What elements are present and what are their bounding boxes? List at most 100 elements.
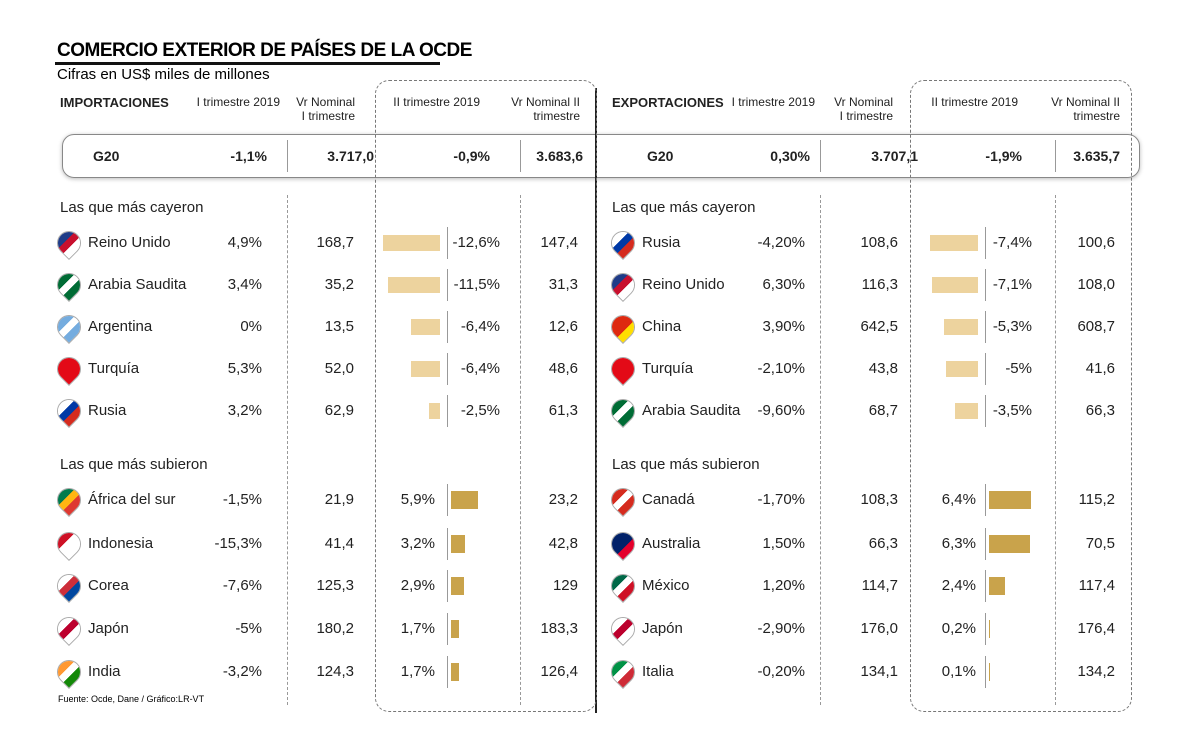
column-header: Vr Nominal II trimestre [511,95,580,123]
bar-axis [985,656,986,688]
q2-value: 100,6 [1077,234,1115,251]
q1-change: 3,4% [227,276,262,293]
q2-value: 147,4 [540,234,578,251]
column-divider [1055,140,1056,172]
q1-value: 125,3 [316,577,354,594]
q2-value: 126,4 [540,663,578,680]
q2-value: 41,6 [1085,360,1115,377]
q1-value: 134,1 [860,663,898,680]
country-name: Japón [642,620,683,637]
flag-icon [607,656,639,688]
q2-change: -2,5% [460,402,500,419]
q2-change: 6,4% [941,491,976,508]
country-name: Arabia Saudita [642,402,741,419]
q2-value: 61,3 [548,402,578,419]
q1-change: 3,90% [762,318,805,335]
bar [929,235,978,251]
q2-change: 6,3% [941,535,976,552]
bar [989,663,990,681]
bar-axis [447,227,448,259]
column-divider [520,140,521,172]
bar-axis [447,311,448,343]
q1-change: -4,20% [757,234,805,251]
q2-value: 66,3 [1085,402,1115,419]
source: Fuente: Ocde, Dane / Gráfico:LR-VT [58,694,205,704]
q1-value: 108,6 [860,234,898,251]
flag-icon [53,395,85,427]
g20-label: G20 [647,148,674,164]
bar [955,403,978,419]
q2-value: 115,2 [1078,491,1115,508]
country-name: Turquía [642,360,694,377]
q1-value: 35,2 [324,276,354,293]
q2-value: 129 [552,577,578,594]
g20-box [62,134,1140,178]
subtitle: Cifras en US$ miles de millones [57,66,270,83]
title: COMERCIO EXTERIOR DE PAÍSES DE LA OCDE [57,40,472,61]
group-title: Las que más subieron [612,456,760,473]
column-divider [520,195,521,705]
bar [931,277,978,293]
q1-change: -2,90% [757,620,805,637]
q1-value: 43,8 [868,360,898,377]
column-header: II trimestre 2019 [931,95,1018,109]
q2-value: 42,8 [548,535,578,552]
bar-axis [447,269,448,301]
g20-label: G20 [93,148,120,164]
flag-icon [607,528,639,560]
bar-axis [447,613,448,645]
q2-value: 108,0 [1077,276,1115,293]
bar [989,535,1030,553]
bar-axis [985,311,986,343]
group-title: Las que más subieron [60,456,208,473]
flag-icon [53,528,85,560]
q1-change: -7,6% [222,577,262,594]
g20-q2-value: 3.683,6 [536,148,583,164]
country-name: Rusia [88,402,127,419]
column-divider [1055,195,1056,705]
q2-value: 117,4 [1078,577,1115,594]
column-divider [820,140,821,172]
q2-value: 134,2 [1077,663,1115,680]
q2-change: -7,4% [992,234,1032,251]
q1-change: -15,3% [214,535,262,552]
bar [451,577,465,595]
q1-value: 116,3 [861,276,898,293]
country-name: Rusia [642,234,681,251]
q1-change: -3,2% [222,663,262,680]
country-name: Japón [88,620,129,637]
country-name: Reino Unido [88,234,171,251]
g20-q2-change: -1,9% [985,148,1022,164]
column-header: Vr Nominal I trimestre [296,95,355,123]
q1-value: 21,9 [324,491,354,508]
g20-q1-value: 3.707,1 [871,148,918,164]
bar [945,361,978,377]
q1-value: 66,3 [868,535,898,552]
flag-icon [53,311,85,343]
bar [383,235,440,251]
g20-q1-value: 3.717,0 [327,148,374,164]
q1-value: 642,5 [860,318,898,335]
q2-change: -3,5% [992,402,1032,419]
bar [451,663,459,681]
bar-axis [447,528,448,560]
bar-axis [447,395,448,427]
country-name: Reino Unido [642,276,725,293]
q1-change: -5% [235,620,262,637]
flag-icon [607,353,639,385]
bar-axis [447,484,448,516]
bar-axis [985,269,986,301]
bar [428,403,440,419]
q2-value: 12,6 [548,318,578,335]
q2-value: 23,2 [548,491,578,508]
q2-change: -6,4% [460,318,500,335]
q2-change: -5% [1005,360,1032,377]
column-header: Vr Nominal I trimestre [834,95,893,123]
title-rule [55,62,440,65]
q1-change: 4,9% [227,234,262,251]
bar-axis [447,570,448,602]
q1-change: -1,5% [222,491,262,508]
q1-value: 41,4 [324,535,354,552]
g20-q1-change: -1,1% [230,148,267,164]
